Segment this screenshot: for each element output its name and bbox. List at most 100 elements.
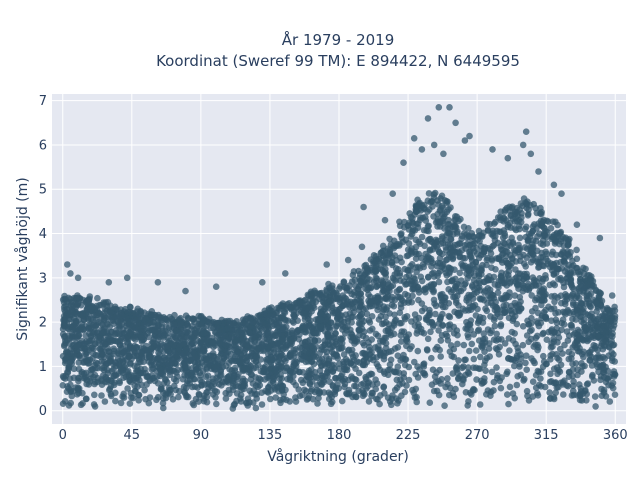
data-point bbox=[565, 251, 572, 259]
data-point bbox=[437, 380, 445, 387]
data-point bbox=[497, 384, 505, 392]
data-point bbox=[498, 269, 505, 277]
x-tick-label: 270 bbox=[465, 428, 490, 443]
data-point bbox=[396, 309, 404, 317]
data-point bbox=[316, 316, 324, 324]
data-point bbox=[161, 343, 169, 351]
data-point bbox=[484, 226, 492, 234]
data-point-outlier bbox=[430, 141, 438, 149]
data-point bbox=[479, 261, 486, 269]
data-point bbox=[550, 305, 558, 312]
data-point bbox=[481, 245, 489, 253]
data-point bbox=[398, 338, 405, 345]
data-point bbox=[511, 394, 518, 402]
data-point bbox=[385, 254, 393, 262]
data-point bbox=[277, 399, 284, 407]
data-point bbox=[423, 227, 431, 234]
data-point bbox=[371, 344, 379, 351]
data-point bbox=[110, 347, 118, 355]
data-point bbox=[547, 370, 554, 378]
data-point bbox=[606, 398, 614, 405]
data-point bbox=[238, 359, 246, 366]
data-point bbox=[390, 302, 398, 310]
data-point bbox=[588, 346, 596, 353]
data-point bbox=[218, 382, 225, 389]
data-point bbox=[124, 309, 132, 316]
data-point bbox=[396, 320, 404, 327]
data-point bbox=[451, 241, 459, 249]
data-point bbox=[525, 338, 532, 346]
data-point bbox=[456, 269, 464, 277]
data-point bbox=[519, 323, 527, 330]
data-point bbox=[606, 311, 613, 319]
data-point bbox=[413, 220, 420, 228]
data-point bbox=[198, 382, 205, 389]
data-point bbox=[274, 340, 282, 347]
data-point bbox=[487, 329, 494, 337]
x-tick-label: 90 bbox=[193, 428, 210, 443]
data-point bbox=[485, 345, 493, 352]
data-point bbox=[283, 396, 290, 404]
data-point bbox=[501, 280, 508, 287]
data-point bbox=[494, 372, 501, 379]
data-point bbox=[348, 373, 355, 380]
data-point bbox=[521, 225, 529, 233]
data-point bbox=[470, 277, 478, 284]
data-point-outlier bbox=[182, 287, 189, 295]
data-point bbox=[404, 292, 412, 299]
data-point bbox=[575, 328, 583, 336]
data-point bbox=[74, 333, 82, 340]
data-point bbox=[426, 247, 434, 254]
data-point bbox=[543, 336, 551, 344]
data-point bbox=[609, 357, 616, 365]
data-point bbox=[99, 351, 106, 358]
data-point-outlier bbox=[418, 146, 426, 153]
data-point bbox=[292, 382, 300, 389]
data-point bbox=[343, 390, 350, 397]
data-point bbox=[553, 351, 560, 358]
data-point bbox=[263, 356, 270, 363]
data-point bbox=[400, 351, 407, 359]
data-point bbox=[160, 389, 167, 397]
data-point bbox=[265, 350, 272, 358]
data-point bbox=[186, 376, 194, 383]
data-point bbox=[518, 281, 526, 289]
data-point bbox=[408, 261, 416, 268]
data-point bbox=[267, 395, 274, 403]
data-point-outlier bbox=[400, 159, 407, 166]
data-point bbox=[514, 373, 521, 380]
data-point bbox=[243, 364, 250, 372]
data-point bbox=[184, 323, 192, 330]
data-point bbox=[431, 189, 439, 197]
data-point bbox=[171, 360, 179, 367]
data-point bbox=[136, 331, 144, 339]
data-point bbox=[248, 390, 255, 397]
data-point bbox=[131, 382, 138, 390]
data-point bbox=[424, 208, 431, 215]
data-point bbox=[464, 402, 472, 409]
data-point bbox=[491, 322, 499, 330]
data-point bbox=[182, 384, 190, 392]
data-point bbox=[447, 384, 454, 392]
data-point bbox=[118, 336, 125, 343]
data-point bbox=[209, 384, 216, 392]
data-point bbox=[239, 382, 247, 390]
data-point bbox=[108, 308, 115, 316]
data-point bbox=[390, 276, 398, 283]
data-point bbox=[268, 340, 275, 347]
data-point bbox=[570, 387, 577, 395]
data-point bbox=[226, 366, 233, 373]
data-point bbox=[430, 321, 437, 329]
data-point bbox=[550, 260, 557, 268]
data-point bbox=[511, 292, 519, 299]
data-point-outlier bbox=[535, 168, 542, 175]
data-point bbox=[600, 338, 607, 345]
data-point bbox=[379, 242, 387, 250]
data-point bbox=[220, 355, 228, 362]
data-point bbox=[405, 376, 413, 384]
data-point bbox=[496, 377, 504, 385]
data-point bbox=[537, 368, 545, 376]
data-point bbox=[69, 342, 77, 349]
y-tick-label: 6 bbox=[39, 138, 47, 153]
data-point bbox=[209, 339, 216, 347]
